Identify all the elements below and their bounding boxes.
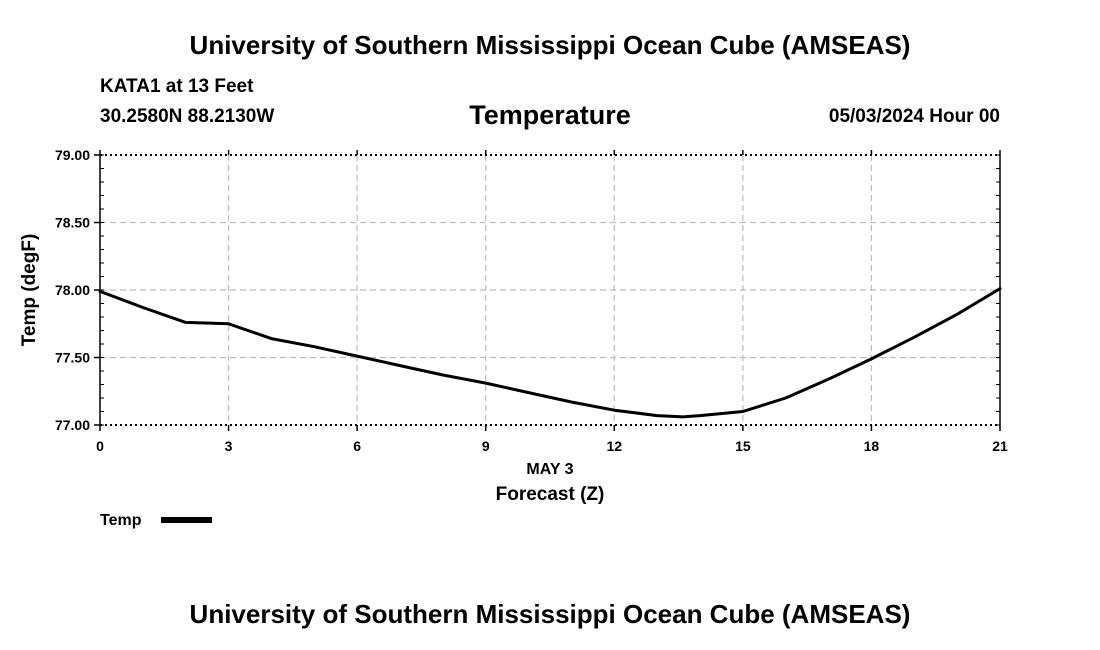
y-tick-label: 79.00	[55, 147, 90, 163]
x-tick-label: 0	[96, 438, 104, 454]
x-tick-label: 15	[735, 438, 751, 454]
x-tick-label: 12	[606, 438, 622, 454]
chart-title-top: University of Southern Mississippi Ocean…	[189, 30, 911, 60]
y-tick-label: 78.00	[55, 282, 90, 298]
y-tick-label: 77.00	[55, 417, 90, 433]
x-tick-label: 21	[992, 438, 1008, 454]
x-tick-label: 18	[864, 438, 880, 454]
series-line-temp	[98, 287, 1002, 419]
legend-label: Temp	[100, 512, 142, 529]
y-axis-label: Temp (degF)	[19, 234, 40, 347]
x-tick-label: 3	[225, 438, 233, 454]
variable-title: Temperature	[469, 100, 631, 130]
x-tick-label: 9	[482, 438, 490, 454]
x-axis-label: Forecast (Z)	[496, 484, 605, 505]
y-tick-label: 77.50	[55, 350, 90, 366]
x-date-label: MAY 3	[526, 461, 573, 478]
datetime-label: 05/03/2024 Hour 00	[828, 106, 1000, 127]
x-tick-label: 6	[353, 438, 361, 454]
station-label: KATA1 at 13 Feet	[100, 76, 254, 97]
coordinates-label: 30.2580N 88.2130W	[100, 106, 275, 127]
y-tick-label: 78.50	[55, 215, 90, 231]
chart-title-bottom: University of Southern Mississippi Ocean…	[189, 599, 911, 629]
